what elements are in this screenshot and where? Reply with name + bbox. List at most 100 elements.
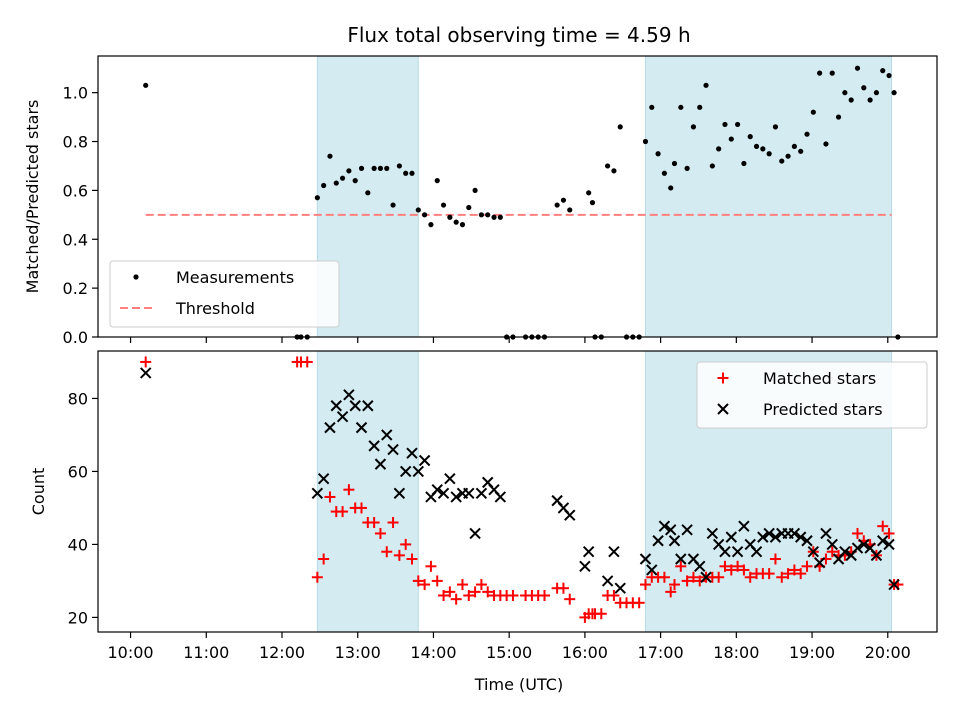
plus-marker xyxy=(719,560,731,572)
x-marker xyxy=(888,578,900,591)
x-marker-b xyxy=(851,542,864,554)
data-point xyxy=(779,158,785,164)
x-marker xyxy=(412,465,425,478)
plus-marker xyxy=(595,608,607,620)
data-point xyxy=(668,185,674,191)
x-marker xyxy=(418,454,431,467)
x-marker-b xyxy=(324,421,336,434)
x-marker xyxy=(444,473,456,485)
x-marker-b xyxy=(608,546,620,558)
data-point xyxy=(867,97,873,103)
plus-marker xyxy=(744,571,756,583)
data-point xyxy=(891,90,897,96)
plus-marker xyxy=(713,571,725,583)
x-tick-label: 14:00 xyxy=(410,643,456,662)
data-point xyxy=(678,104,684,110)
x-marker xyxy=(694,560,706,573)
x-marker-b xyxy=(343,389,355,401)
legend-label: Matched stars xyxy=(763,369,876,388)
data-point xyxy=(835,114,842,120)
x-marker xyxy=(614,582,626,594)
plus-marker xyxy=(406,553,418,565)
x-tick-label: 15:00 xyxy=(486,643,532,662)
x-marker xyxy=(330,400,342,412)
data-point xyxy=(649,104,655,110)
x-marker xyxy=(494,491,507,503)
data-point xyxy=(560,197,567,203)
data-point xyxy=(791,143,797,150)
plus-marker xyxy=(795,568,807,580)
x-marker-b xyxy=(681,524,693,536)
predicted-stars-group xyxy=(139,367,900,594)
data-point xyxy=(339,175,346,181)
plus-marker xyxy=(419,579,431,591)
x-marker-b xyxy=(883,538,895,551)
plus-marker xyxy=(374,527,386,539)
x-marker xyxy=(393,487,406,500)
x-tick-label: 12:00 xyxy=(259,643,305,662)
data-point xyxy=(728,136,734,142)
x-marker xyxy=(794,531,807,543)
data-point xyxy=(478,212,485,218)
data-point xyxy=(772,124,779,130)
legend-swatch-b xyxy=(717,403,729,415)
x-tick-label: 19:00 xyxy=(789,643,835,662)
data-point xyxy=(661,170,668,176)
x-marker xyxy=(463,487,475,500)
x-marker-b xyxy=(731,546,744,558)
data-point xyxy=(365,190,371,196)
x-marker-b xyxy=(564,509,576,521)
y-tick-label: 0.8 xyxy=(63,133,88,152)
x-marker-b xyxy=(646,564,658,576)
plus-marker xyxy=(425,560,437,572)
plus-marker xyxy=(412,575,424,587)
data-point xyxy=(741,160,747,167)
x-marker-b xyxy=(336,410,349,423)
x-marker xyxy=(579,560,591,573)
data-point xyxy=(358,165,365,171)
x-marker-b xyxy=(330,400,342,412)
x-marker-b xyxy=(381,429,393,441)
x-marker-b xyxy=(738,520,750,532)
x-tick-label: 10:00 xyxy=(108,643,154,662)
x-marker-b xyxy=(665,524,677,536)
plus-marker xyxy=(450,593,462,605)
x-marker xyxy=(757,531,769,543)
data-point xyxy=(617,124,623,130)
x-marker xyxy=(381,429,393,441)
x-marker xyxy=(731,546,744,558)
plus-marker xyxy=(763,568,775,580)
data-point xyxy=(697,104,703,110)
bottom-panel: 10:00 11:00 12:00 13:00 14:00 15:00 16:00 17:00… xyxy=(29,350,938,662)
plus-marker xyxy=(732,560,744,572)
x-tick-label: 11:00 xyxy=(183,643,229,662)
plus-marker xyxy=(463,590,475,602)
plus-marker xyxy=(324,491,336,503)
data-point xyxy=(333,180,339,186)
plus-marker xyxy=(687,571,699,583)
x-marker-b xyxy=(399,465,412,478)
x-marker-b xyxy=(719,546,731,558)
data-point xyxy=(327,153,333,159)
bottom-panel-legend: Matched stars Predicted stars xyxy=(696,361,928,429)
x-marker-b xyxy=(788,527,801,540)
plus-marker xyxy=(665,586,677,598)
top-panel-observing-windows xyxy=(316,55,893,338)
data-point xyxy=(586,190,592,196)
x-marker-b xyxy=(437,487,450,500)
legend-label: Predicted stars xyxy=(763,400,883,419)
data-point xyxy=(554,202,560,208)
x-marker xyxy=(870,549,883,562)
legend-box xyxy=(696,361,928,429)
data-point xyxy=(810,109,816,115)
x-marker xyxy=(858,538,870,551)
x-marker-b xyxy=(744,538,756,551)
data-point xyxy=(346,168,352,174)
plus-marker xyxy=(738,564,750,576)
x-marker xyxy=(139,367,152,379)
y-tick-label: 0.6 xyxy=(63,181,88,200)
data-point xyxy=(377,165,384,171)
x-marker xyxy=(725,531,737,543)
x-marker-b xyxy=(475,487,488,500)
bottom-panel-frame xyxy=(97,350,938,633)
